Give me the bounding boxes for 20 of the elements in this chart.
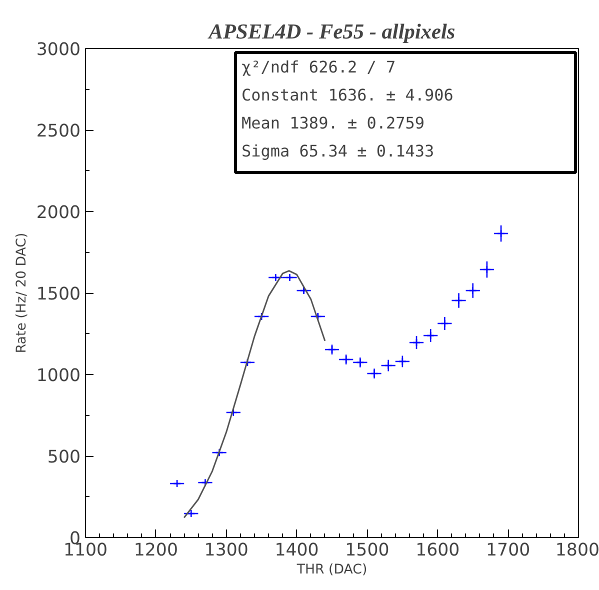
x-tick-label: 1700 bbox=[486, 540, 530, 560]
x-tick-label: 1200 bbox=[134, 540, 178, 560]
x-tick-label: 1500 bbox=[345, 540, 390, 560]
x-axis-title: THR (DAC) bbox=[296, 562, 368, 578]
x-tick-label: 1600 bbox=[416, 540, 460, 560]
annotation: Sigma 65.34 ± 0.1433 bbox=[242, 142, 434, 160]
x-tick-label: 1300 bbox=[204, 540, 248, 560]
x-tick-label: 1800 bbox=[555, 540, 599, 560]
chart-title: APSEL4D - Fe55 - allpixels bbox=[206, 20, 456, 44]
x-tick-label: 1400 bbox=[274, 540, 319, 560]
annotation: Constant 1636. ± 4.906 bbox=[242, 86, 454, 104]
y-tick-label: 500 bbox=[47, 448, 81, 468]
annotation: Mean 1389. ± 0.2759 bbox=[242, 114, 425, 132]
annotation: χ²/ndf 626.2 / 7 bbox=[242, 58, 396, 76]
y-tick-label: 2500 bbox=[36, 122, 81, 142]
y-tick-label: 1500 bbox=[36, 284, 81, 304]
y-tick-label: 3000 bbox=[36, 40, 81, 60]
y-tick-label: 1000 bbox=[36, 366, 81, 386]
y-axis-title: Rate (Hz/ 20 DAC) bbox=[14, 232, 30, 354]
y-tick-label: 2000 bbox=[36, 203, 81, 223]
